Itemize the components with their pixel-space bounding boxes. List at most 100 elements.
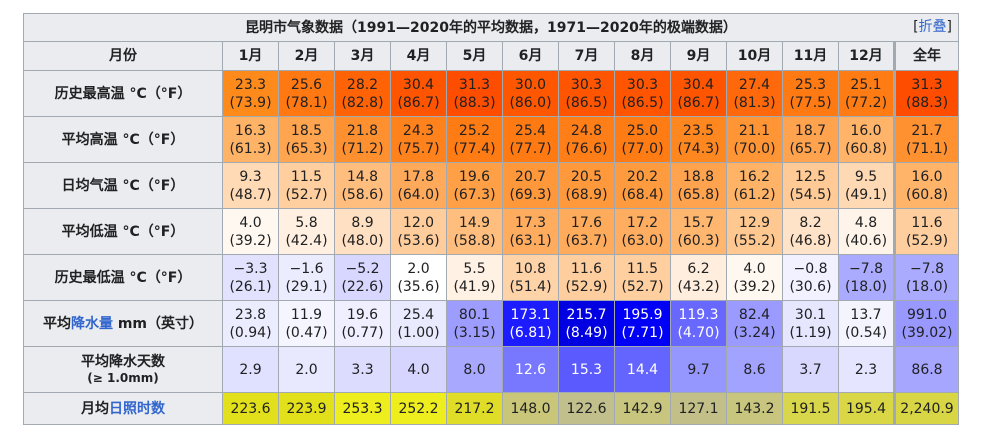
cell-value: 28.2 xyxy=(346,76,379,93)
cell-value: 30.4 xyxy=(682,76,715,93)
cell-value: 16.3 xyxy=(234,122,267,139)
cell-value: 9.3 xyxy=(239,168,262,185)
cell-value: 25.6 xyxy=(290,76,323,93)
cell-value: 13.7 xyxy=(850,306,882,323)
cell-value-imperial: (65.3) xyxy=(285,140,328,157)
cell-value-imperial: (88.3) xyxy=(453,94,496,111)
cell-value-imperial: (64.0) xyxy=(397,186,440,203)
cell-value-imperial: (42.4) xyxy=(285,232,328,249)
cell-value: −1.6 xyxy=(289,260,324,277)
data-cell: 5.8 (42.4) xyxy=(278,208,335,255)
data-cell: 14.4 xyxy=(614,346,671,393)
cell-value-imperial: (1.00) xyxy=(397,324,440,341)
annual-cell: 21.7 (71.1) xyxy=(893,116,959,163)
cell-value: 16.0 xyxy=(850,122,882,139)
row-header-sublabel: (≥ 1.0mm) xyxy=(87,371,159,385)
data-cell: 15.3 xyxy=(558,346,615,393)
cell-value: 16.2 xyxy=(738,168,771,185)
header-month: 8月 xyxy=(614,41,671,71)
data-cell: 2.0 xyxy=(278,346,335,393)
data-cell: 127.1 xyxy=(670,392,727,425)
cell-value: 3.3 xyxy=(351,361,374,378)
cell-value: 12.0 xyxy=(402,214,435,231)
cell-value: 5.8 xyxy=(295,214,318,231)
header-month: 3月 xyxy=(334,41,391,71)
cell-value-imperial: (82.8) xyxy=(341,94,384,111)
row-header-link[interactable]: 日照时数 xyxy=(109,400,165,417)
header-month: 1月 xyxy=(222,41,279,71)
data-cell: 2.0 (35.6) xyxy=(390,254,447,301)
row-header: 平均低温 °C（°F） xyxy=(23,208,223,255)
cell-value-imperial: (75.7) xyxy=(397,140,440,157)
cell-value-imperial: (65.7) xyxy=(789,140,832,157)
cell-value: 119.3 xyxy=(678,306,719,323)
cell-value-imperial: (54.5) xyxy=(789,186,832,203)
cell-value-imperial: (67.3) xyxy=(453,186,496,203)
cell-value-imperial: (6.81) xyxy=(509,324,552,341)
annual-cell: 16.0 (60.8) xyxy=(893,162,959,209)
cell-value: 4.0 xyxy=(239,214,262,231)
data-cell: 20.2 (68.4) xyxy=(614,162,671,209)
cell-value: 30.4 xyxy=(402,76,435,93)
data-cell: 17.6 (63.7) xyxy=(558,208,615,255)
data-cell: 25.4 (77.7) xyxy=(502,116,559,163)
data-cell: 24.3 (75.7) xyxy=(390,116,447,163)
cell-value-imperial: (4.70) xyxy=(677,324,720,341)
cell-value: 17.8 xyxy=(402,168,435,185)
cell-value: 2.0 xyxy=(295,361,318,378)
cell-value-imperial: (0.54) xyxy=(844,324,888,341)
data-cell: 223.6 xyxy=(222,392,279,425)
row-header: 平均高温 °C（°F） xyxy=(23,116,223,163)
cell-value: 30.1 xyxy=(794,306,827,323)
table-row: 历史最低温 °C（°F） −3.3 (26.1) −1.6 (29.1) −5.2 (22.… xyxy=(23,254,959,301)
cell-value: 9.7 xyxy=(687,361,710,378)
header-month: 10月 xyxy=(726,41,783,71)
cell-value-imperial: (86.5) xyxy=(565,94,608,111)
cell-value-imperial: (73.9) xyxy=(229,94,272,111)
table-row: 历史最高温 °C（°F） 23.3 (73.9) 25.6 (78.1) 28.2 (82.… xyxy=(23,70,959,117)
cell-value: 27.4 xyxy=(738,76,771,93)
cell-value-imperial: (40.6) xyxy=(844,232,888,249)
data-cell: 13.7 (0.54) xyxy=(838,300,895,347)
row-header-link[interactable]: 降水量 xyxy=(70,315,113,332)
cell-value-imperial: (70.0) xyxy=(733,140,776,157)
cell-value-imperial: (22.6) xyxy=(341,278,384,295)
cell-value-imperial: (48.0) xyxy=(341,232,384,249)
cell-value-imperial: (60.8) xyxy=(905,186,949,203)
cell-value: 23.8 xyxy=(234,306,267,323)
cell-value-imperial: (30.6) xyxy=(789,278,832,295)
cell-value: 142.9 xyxy=(622,400,663,417)
data-cell: 14.8 (58.6) xyxy=(334,162,391,209)
cell-value-imperial: (52.9) xyxy=(905,232,949,249)
cell-value-imperial: (58.8) xyxy=(453,232,496,249)
data-cell: 4.8 (40.6) xyxy=(838,208,895,255)
cell-value: 25.1 xyxy=(850,76,882,93)
data-cell: −1.6 (29.1) xyxy=(278,254,335,301)
cell-value: 20.2 xyxy=(626,168,659,185)
data-cell: 20.7 (69.3) xyxy=(502,162,559,209)
cell-value-imperial: (39.2) xyxy=(733,278,776,295)
climate-table: 昆明市气象数据（1991—2020年的平均数据，1971—2020年的极端数据）… xyxy=(23,13,959,425)
cell-value: −5.2 xyxy=(345,260,380,277)
data-cell: 16.2 (61.2) xyxy=(726,162,783,209)
collapse-link[interactable]: 折叠 xyxy=(918,19,947,35)
header-annual: 全年 xyxy=(893,41,959,71)
data-cell: 23.8 (0.94) xyxy=(222,300,279,347)
data-cell: 16.0 (60.8) xyxy=(838,116,895,163)
row-header: 历史最高温 °C（°F） xyxy=(23,70,223,117)
cell-value: 31.3 xyxy=(458,76,491,93)
data-cell: 18.5 (65.3) xyxy=(278,116,335,163)
cell-value: 148.0 xyxy=(510,400,551,417)
cell-value: 5.5 xyxy=(463,260,486,277)
cell-value: −3.3 xyxy=(233,260,268,277)
data-cell: 17.2 (63.0) xyxy=(614,208,671,255)
cell-value: 252.2 xyxy=(398,400,439,417)
table-row: 平均降水量 mm（英寸） 23.8 (0.94) 11.9 (0.47) 19.6 (0.7… xyxy=(23,300,959,347)
cell-value: 23.3 xyxy=(234,76,267,93)
cell-value: 17.3 xyxy=(514,214,547,231)
annual-cell: 31.3 (88.3) xyxy=(893,70,959,117)
data-cell: 4.0 (39.2) xyxy=(222,208,279,255)
data-cell: 12.5 (54.5) xyxy=(782,162,839,209)
data-cell: 28.2 (82.8) xyxy=(334,70,391,117)
cell-value-imperial: (39.02) xyxy=(901,324,953,341)
